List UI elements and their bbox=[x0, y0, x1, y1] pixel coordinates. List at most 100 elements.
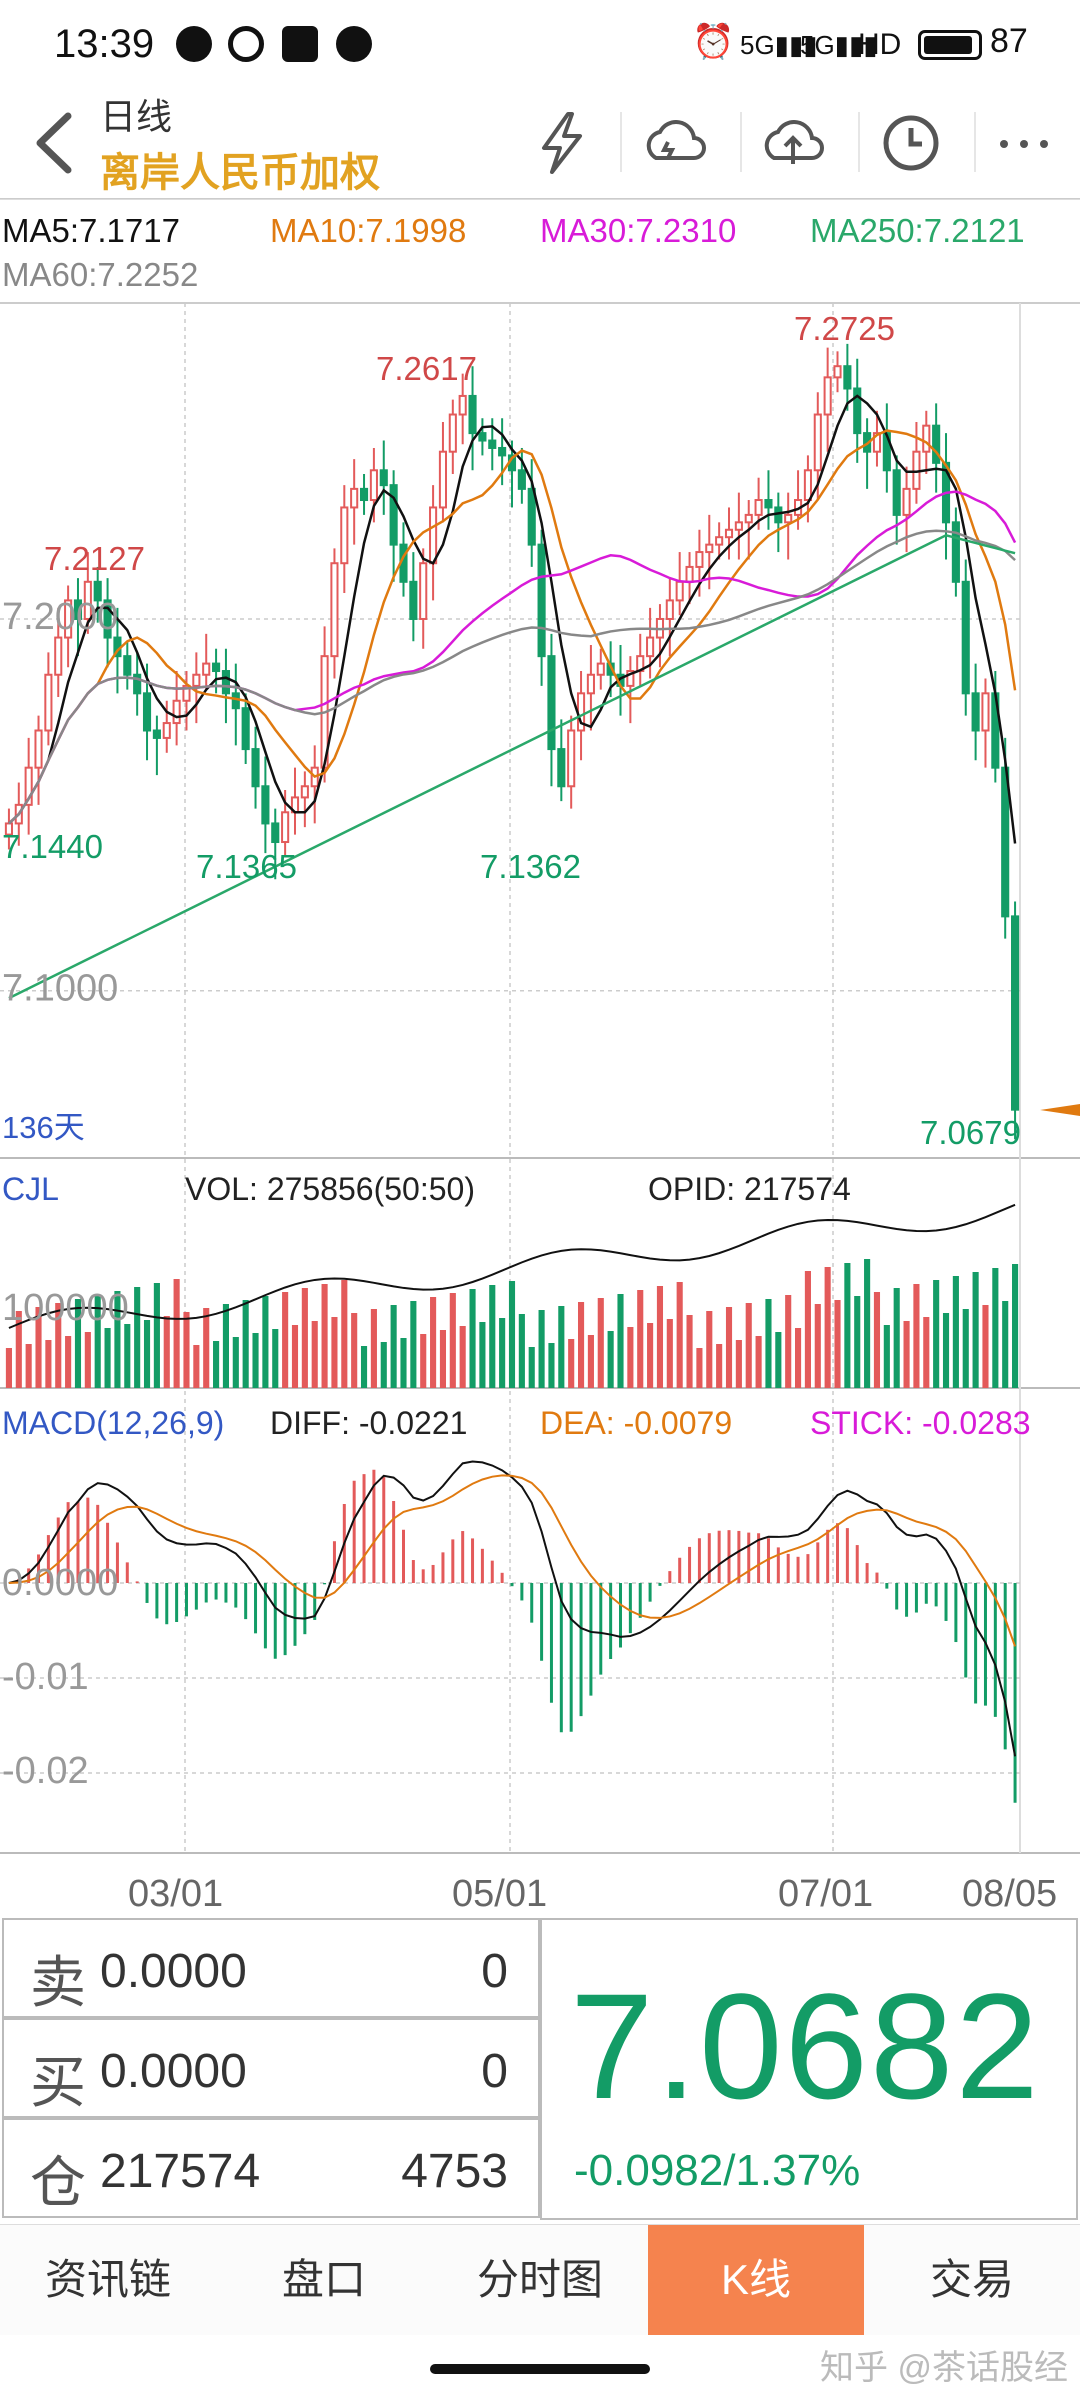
volume-bar bbox=[252, 1333, 259, 1388]
candle-body bbox=[517, 469, 526, 490]
x-tick-label: 05/01 bbox=[452, 1873, 547, 1915]
candle-body bbox=[409, 580, 418, 620]
volume-bar bbox=[163, 1316, 170, 1388]
candle-body bbox=[784, 513, 793, 524]
volume-bar bbox=[933, 1280, 940, 1388]
volume-bar bbox=[864, 1259, 871, 1388]
candle-body bbox=[537, 543, 546, 658]
candle-body bbox=[892, 469, 901, 516]
volume-bar bbox=[873, 1292, 881, 1388]
header-divider bbox=[740, 112, 742, 172]
volume-bar bbox=[94, 1295, 101, 1388]
candle-body bbox=[853, 387, 862, 435]
candle-body bbox=[231, 692, 240, 710]
tab-intraday[interactable]: 分时图 bbox=[476, 2256, 603, 2303]
sell-price: 0.0000 bbox=[100, 1945, 247, 1998]
position-change: 4753 bbox=[401, 2145, 508, 2198]
candle-body bbox=[281, 811, 290, 844]
volume-bar bbox=[942, 1313, 950, 1388]
home-indicator[interactable] bbox=[430, 2364, 650, 2374]
volume-bar bbox=[568, 1339, 575, 1388]
macd-axis-label: -0.01 bbox=[2, 1656, 89, 1698]
volume-bar bbox=[370, 1309, 377, 1388]
quote-panel: 卖 0.0000 0 买 0.0000 0 仓 217574 4753 bbox=[0, 1918, 1080, 2218]
tab-news[interactable]: 资讯链 bbox=[44, 2256, 171, 2303]
candle-body bbox=[961, 580, 970, 695]
tab-orderbook[interactable]: 盘口 bbox=[281, 2256, 366, 2303]
candle-body bbox=[498, 446, 507, 457]
volume-bar bbox=[183, 1312, 190, 1388]
cloud-download-icon[interactable] bbox=[640, 108, 710, 178]
volume-bar bbox=[242, 1300, 249, 1388]
position-label: 仓 bbox=[30, 2151, 86, 2214]
candle-body bbox=[744, 513, 753, 524]
price-change: -0.0982/1.37% bbox=[574, 2146, 861, 2195]
notification-icon bbox=[176, 26, 212, 62]
status-bar: 13:39 ⏰ 5G▮▮▮ 5G▮▮▮ HD 87 bbox=[0, 0, 1080, 90]
candle-body bbox=[271, 822, 280, 844]
ma30-legend: MA30:7.2310 bbox=[540, 212, 736, 249]
cloud-upload-icon[interactable] bbox=[758, 108, 828, 178]
candle-body bbox=[172, 699, 181, 725]
volume-bar bbox=[282, 1292, 289, 1388]
volume-bar bbox=[508, 1281, 516, 1388]
volume-bar bbox=[597, 1298, 604, 1388]
volume-bar bbox=[124, 1324, 131, 1388]
volume-bar bbox=[360, 1346, 368, 1388]
volume-bar bbox=[25, 1344, 32, 1388]
candle-body bbox=[133, 673, 142, 695]
candle-body bbox=[429, 506, 438, 565]
lightning-icon[interactable] bbox=[528, 108, 598, 178]
volume-bar bbox=[795, 1328, 802, 1388]
volume-bar bbox=[686, 1315, 693, 1388]
macd-label: MACD(12,26,9) bbox=[2, 1405, 224, 1441]
tab-kline[interactable]: K线 bbox=[648, 2225, 864, 2335]
volume-bar bbox=[725, 1307, 733, 1388]
volume-bar bbox=[55, 1303, 62, 1388]
volume-bar bbox=[430, 1297, 437, 1388]
volume-bar bbox=[420, 1334, 427, 1388]
dea-line bbox=[8, 1474, 1017, 1647]
diff-line bbox=[8, 1460, 1017, 1757]
price-annotation: 7.1365 bbox=[196, 848, 297, 885]
candle-body bbox=[379, 469, 388, 487]
volume-bar bbox=[45, 1340, 52, 1388]
clock-icon[interactable] bbox=[876, 108, 946, 178]
candle-body bbox=[103, 599, 112, 639]
volume-bar bbox=[627, 1327, 634, 1388]
volume-bar bbox=[15, 1311, 22, 1388]
volume-bar bbox=[854, 1296, 861, 1388]
candle-body bbox=[567, 729, 576, 788]
volume-bar bbox=[291, 1325, 299, 1388]
volume-bar bbox=[410, 1301, 417, 1388]
price-annotation: 7.2617 bbox=[376, 350, 477, 387]
status-time: 13:39 bbox=[54, 22, 155, 66]
kline-chart[interactable]: MA5:7.1717 MA10:7.1998 MA30:7.2310 MA250:7.… bbox=[0, 198, 1080, 1918]
x-tick-label: 07/01 bbox=[778, 1873, 873, 1915]
volume-bar bbox=[607, 1331, 614, 1388]
volume-bar bbox=[814, 1304, 821, 1388]
tab-trade[interactable]: 交易 bbox=[929, 2256, 1014, 2303]
volume-bar bbox=[587, 1335, 594, 1388]
volume-bar bbox=[528, 1347, 535, 1388]
candle-body bbox=[448, 413, 457, 453]
candle-body bbox=[359, 487, 369, 502]
candle-body bbox=[951, 521, 960, 583]
more-icon[interactable] bbox=[990, 108, 1060, 178]
sell-label: 卖 bbox=[30, 1951, 86, 2014]
volume-bar bbox=[321, 1284, 328, 1388]
volume-bar bbox=[913, 1284, 920, 1388]
battery-icon bbox=[918, 30, 982, 60]
candle-body bbox=[547, 655, 556, 751]
candle-body bbox=[705, 543, 714, 554]
candle-body bbox=[715, 536, 724, 546]
candle-body bbox=[34, 729, 43, 769]
volume-bar bbox=[134, 1287, 141, 1388]
volume-bar bbox=[538, 1310, 545, 1388]
candle-body bbox=[724, 528, 734, 539]
opid-line bbox=[8, 1203, 1016, 1329]
volume-bar bbox=[735, 1340, 742, 1388]
candle-body bbox=[221, 670, 230, 695]
chevron-left-icon[interactable] bbox=[24, 108, 84, 178]
volume-axis-label: 100000 bbox=[2, 1287, 129, 1329]
